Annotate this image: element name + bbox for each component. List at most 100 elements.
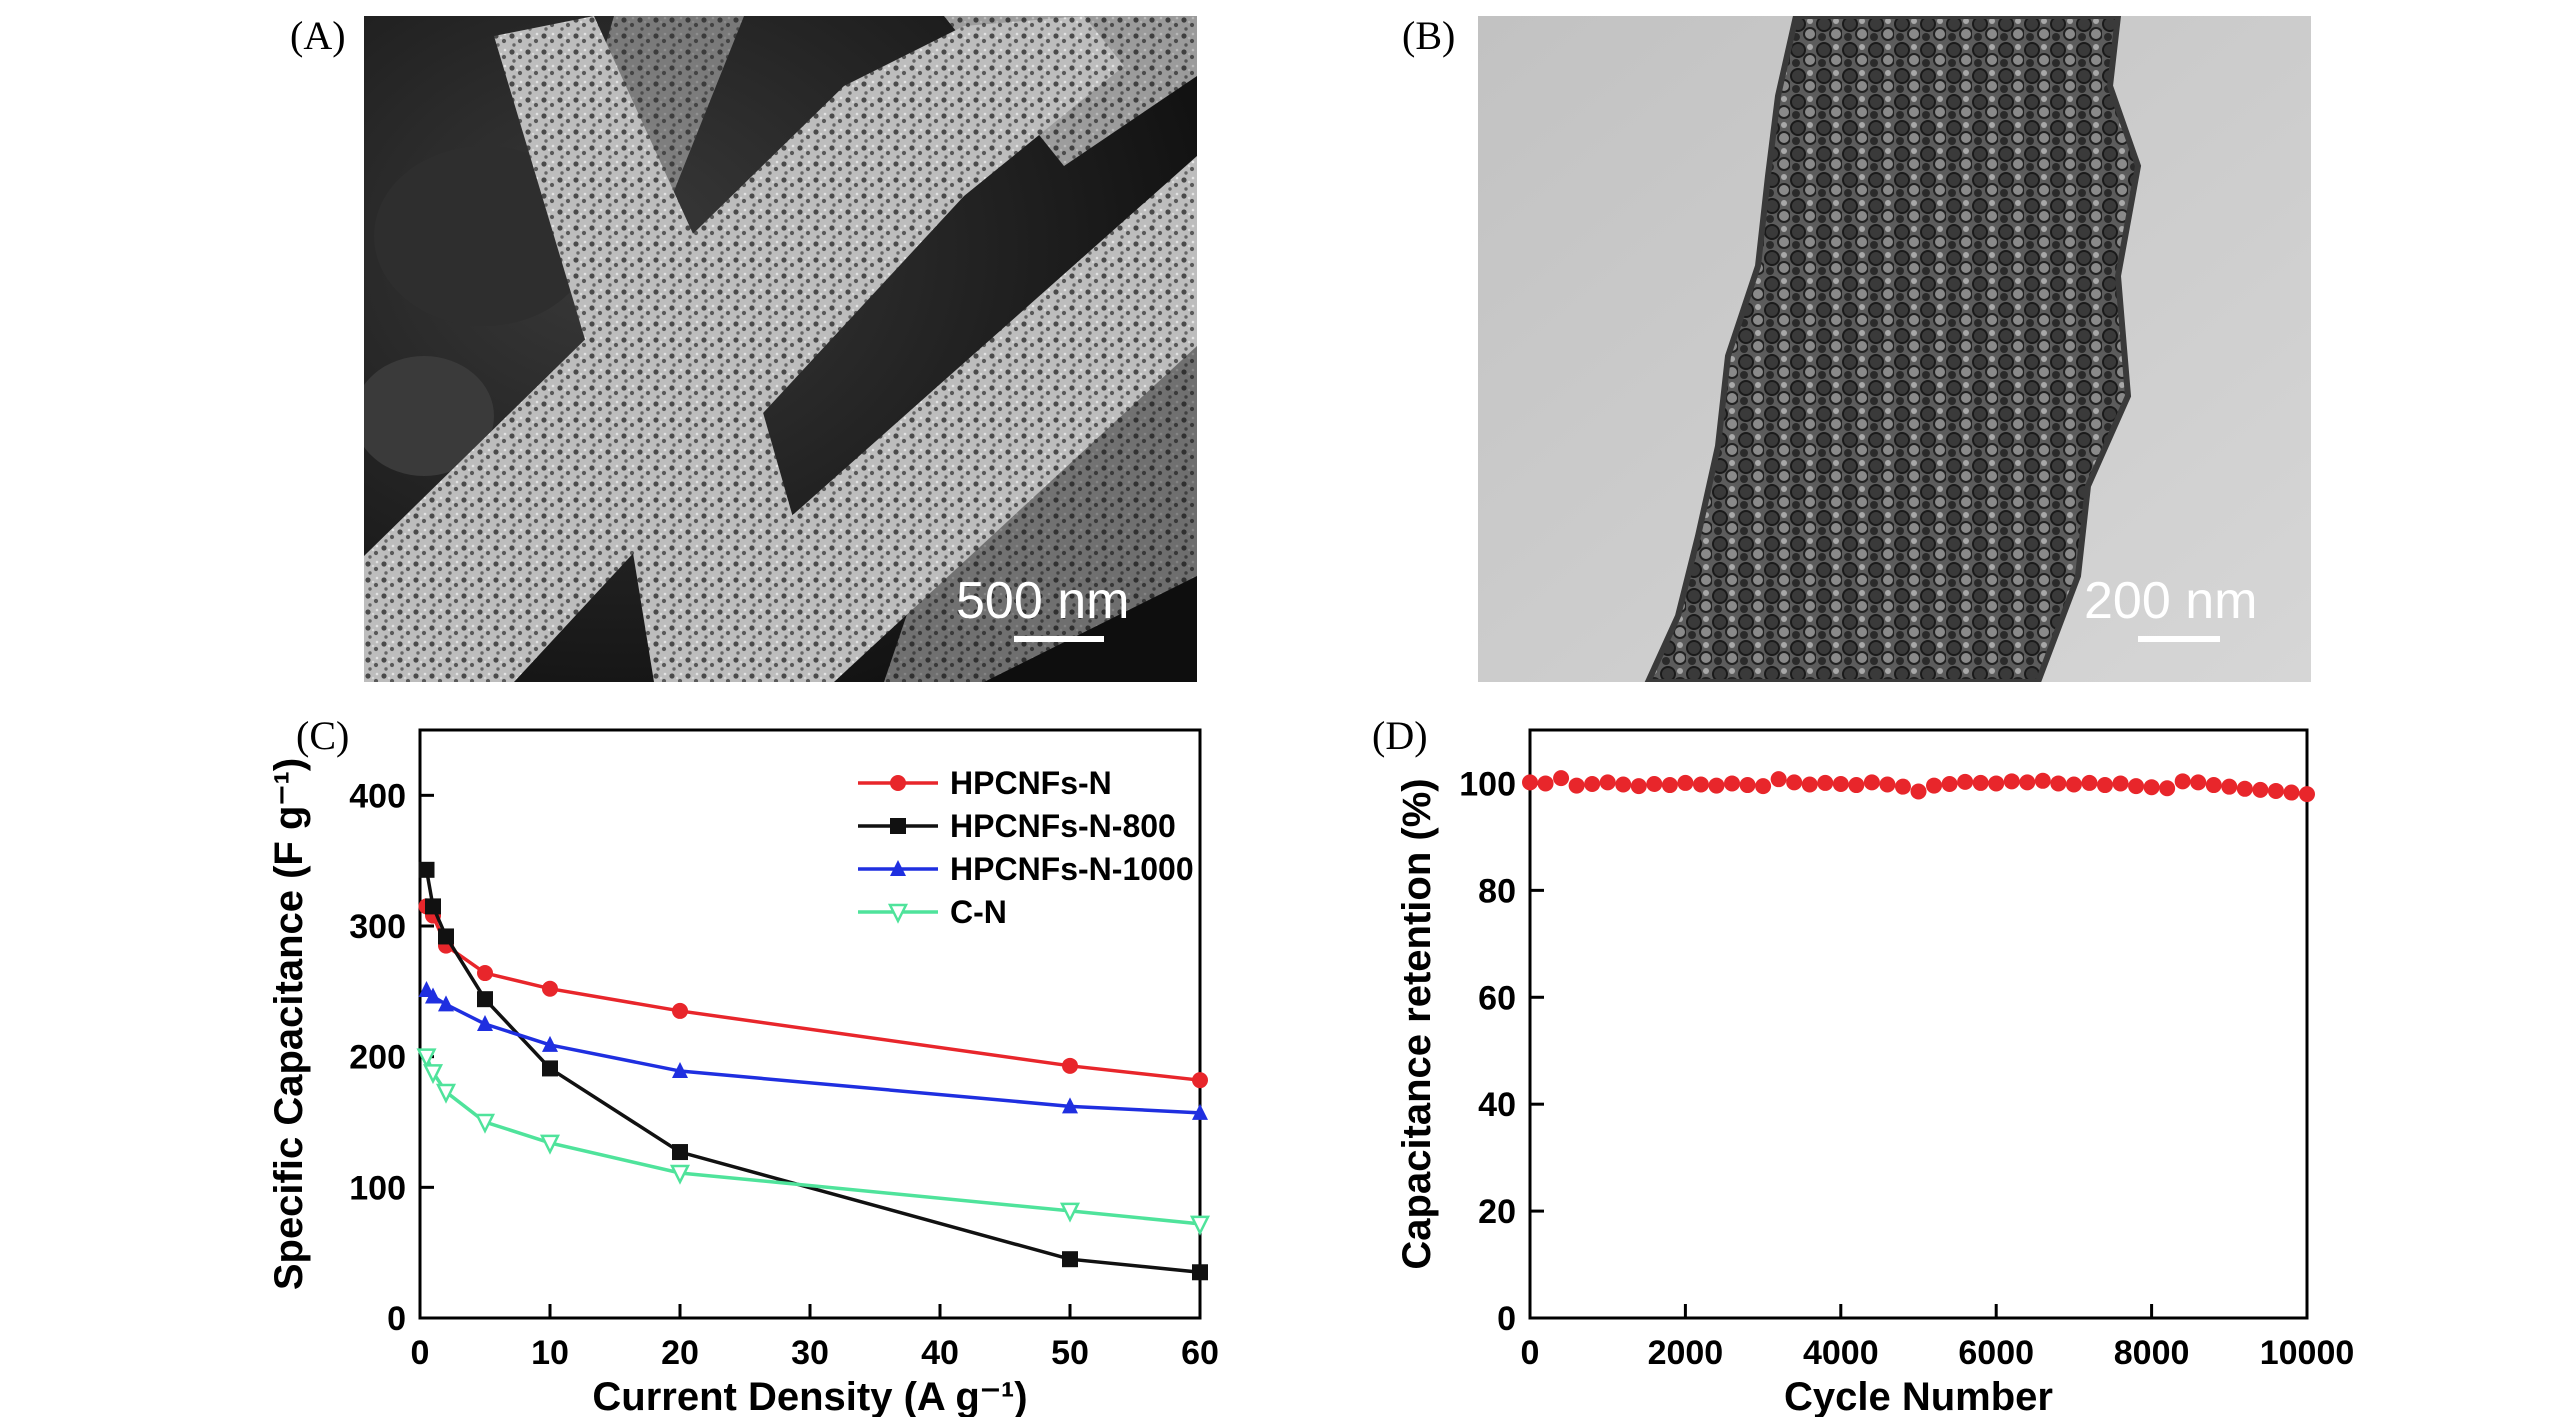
data-point [1192,1103,1208,1120]
chart-d-x-axis-label: Cycle Number [1784,1375,2053,1417]
tem-micrograph: 200 nm [1478,16,2311,682]
chart-d-y-axis-label: Capacitance retention (%) [1395,778,1439,1269]
data-point [422,1064,444,1085]
data-point [477,991,493,1008]
sem-scale-bar [1014,636,1104,642]
data-point [1926,777,1943,794]
data-point [1941,775,1958,792]
chart-d-x-tick-label: 10000 [2260,1334,2355,1372]
data-point [1189,1215,1211,1236]
legend-marker [890,818,906,834]
tem-scale-bar [2138,636,2220,642]
data-point [477,1015,493,1031]
data-point [1059,1202,1081,1223]
chart-d-x-tick-label: 6000 [1958,1334,2034,1372]
series-line-1 [424,869,1201,1275]
data-point [1910,783,1927,800]
data-point [2019,774,2036,791]
data-point [1755,778,1772,795]
series-line-0 [425,905,1201,1082]
sem-micrograph: 500 nm [364,16,1197,682]
data-point [477,965,493,982]
data-point [418,861,435,878]
chart-d-y-tick-label: 20 [1478,1193,1516,1231]
data-point [438,928,454,945]
data-point [1801,776,1818,793]
data-point [2159,780,2176,797]
data-point [2221,778,2238,795]
sem-image [364,16,1197,682]
panel-label-c: (C) [296,713,350,758]
data-point [1988,775,2005,792]
legend-label: HPCNFs-N-800 [950,808,1176,844]
data-point [2003,773,2020,790]
data-point [1062,1057,1078,1074]
panel-label-a: (A) [290,13,346,58]
data-point [1646,775,1663,792]
chart-d-y-tick-label: 0 [1497,1300,1516,1338]
data-point [1894,778,1911,795]
data-point [416,1048,437,1069]
data-point [672,1144,688,1161]
data-point [542,980,558,997]
data-point [425,987,441,1004]
chart-d-y-tick-label: 80 [1478,872,1516,910]
data-point [2096,777,2113,794]
data-point [2252,781,2269,798]
chart-c-y-tick-label: 300 [349,908,406,946]
data-point [2143,779,2160,796]
data-point [2050,775,2067,792]
series-line-3 [424,1055,1201,1226]
chart-d-x-tick-label: 4000 [1803,1334,1879,1372]
data-point [2034,772,2051,789]
data-point [1599,774,1616,791]
data-point [2267,782,2284,799]
data-point [1192,1072,1208,1089]
data-point [2190,774,2207,791]
data-point [418,981,435,998]
chart-c-x-tick-label: 50 [1051,1334,1089,1372]
data-point [1724,775,1741,792]
tem-image [1478,16,2311,682]
chart-c-x-tick-label: 10 [531,1334,569,1372]
data-point [669,1164,691,1185]
data-point [435,1083,457,1104]
chart-c-x-tick-label: 30 [791,1334,829,1372]
data-point [1972,774,1989,791]
chart-c-y-tick-label: 200 [349,1039,406,1077]
legend-marker [890,860,906,876]
data-point [2174,773,2191,790]
chart-c-x-tick-label: 40 [921,1334,959,1372]
data-point [1817,774,1834,791]
data-point [1832,775,1849,792]
data-point [672,1062,688,1079]
panel-label-b: (B) [1402,13,1456,58]
data-point [1770,771,1787,788]
chart-c-x-tick-label: 20 [661,1334,699,1372]
data-point [1692,776,1709,793]
data-point [2236,780,2253,797]
data-point [1553,770,1570,787]
data-point [1957,773,1974,790]
chart-d-y-tick-label: 100 [1459,765,1516,803]
data-point [542,1060,558,1077]
data-point [542,1035,558,1052]
data-point [2205,777,2222,794]
chart-c-y-axis-label: Specific Capacitance (F g⁻¹) [267,758,311,1290]
data-point [2299,786,2315,803]
chart-c-y-tick-label: 0 [387,1300,406,1338]
chart-c-y-tick-label: 100 [349,1169,406,1207]
chart-c-x-tick-label: 60 [1181,1334,1219,1372]
panel-label-d: (D) [1372,713,1428,758]
data-point [1062,1097,1078,1114]
data-point [1615,776,1632,793]
data-point [1537,775,1554,792]
data-point [1192,1264,1208,1281]
data-point [2283,784,2300,801]
legend-marker [890,775,906,791]
data-point [2128,778,2145,795]
legend-label: HPCNFs-N [950,765,1112,801]
chart-d-plot-frame [1528,728,2309,1320]
data-point [425,898,441,915]
chart-d-x-tick-label: 0 [1521,1334,1540,1372]
